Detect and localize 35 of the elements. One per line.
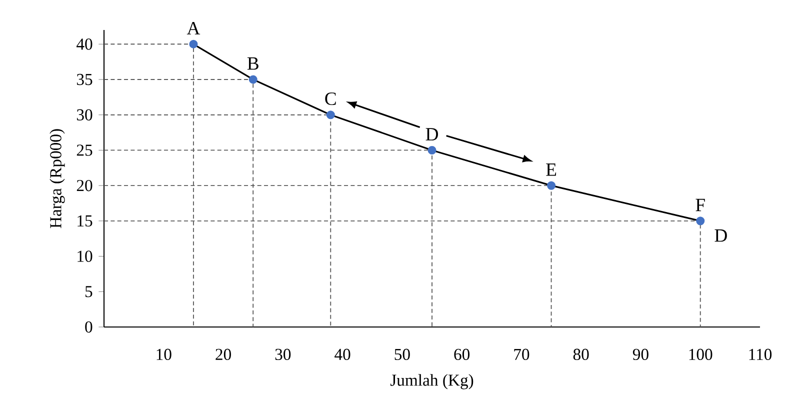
point	[696, 216, 705, 226]
x-tick-label: 20	[216, 348, 231, 360]
y-tick-label: 15	[78, 215, 92, 227]
point	[326, 110, 335, 120]
point	[547, 181, 556, 190]
point	[189, 40, 198, 48]
annotation: A	[186, 22, 200, 34]
annotation: F	[696, 198, 705, 212]
y-tick-label: 40	[76, 38, 92, 50]
x-tick-label: 40	[334, 348, 350, 360]
annotation: D	[714, 229, 727, 242]
x-axis-title: Jumlah (Kg)	[390, 374, 474, 390]
point	[428, 146, 436, 154]
y-tick-label: 0	[85, 321, 92, 333]
y-axis-title: Harga (Rp000)	[50, 129, 65, 228]
y-tick-label: 30	[76, 109, 92, 120]
y-tick-label: 10	[78, 250, 92, 262]
annotation: C	[325, 92, 336, 106]
y-tick-label: 20	[76, 180, 92, 192]
x-tick-label: 50	[394, 348, 410, 360]
x-tick-label: 110	[749, 348, 772, 360]
x-tick-label: 90	[632, 348, 648, 360]
annotation: B	[247, 57, 258, 70]
y-tick-label: 5	[85, 286, 92, 298]
x-tick-label: 100	[689, 348, 712, 360]
annotation: D	[426, 128, 438, 140]
y-tick-label: 35	[76, 74, 92, 86]
x-tick-label: 80	[573, 348, 589, 360]
x-tick-label: 70	[514, 348, 530, 360]
x-tick-label: 60	[454, 348, 470, 360]
x-tick-label: 10	[156, 348, 172, 360]
x-tick-label: 30	[275, 348, 291, 360]
point	[248, 75, 258, 84]
y-tick-label: 25	[76, 144, 92, 156]
annotation: E	[546, 164, 556, 176]
